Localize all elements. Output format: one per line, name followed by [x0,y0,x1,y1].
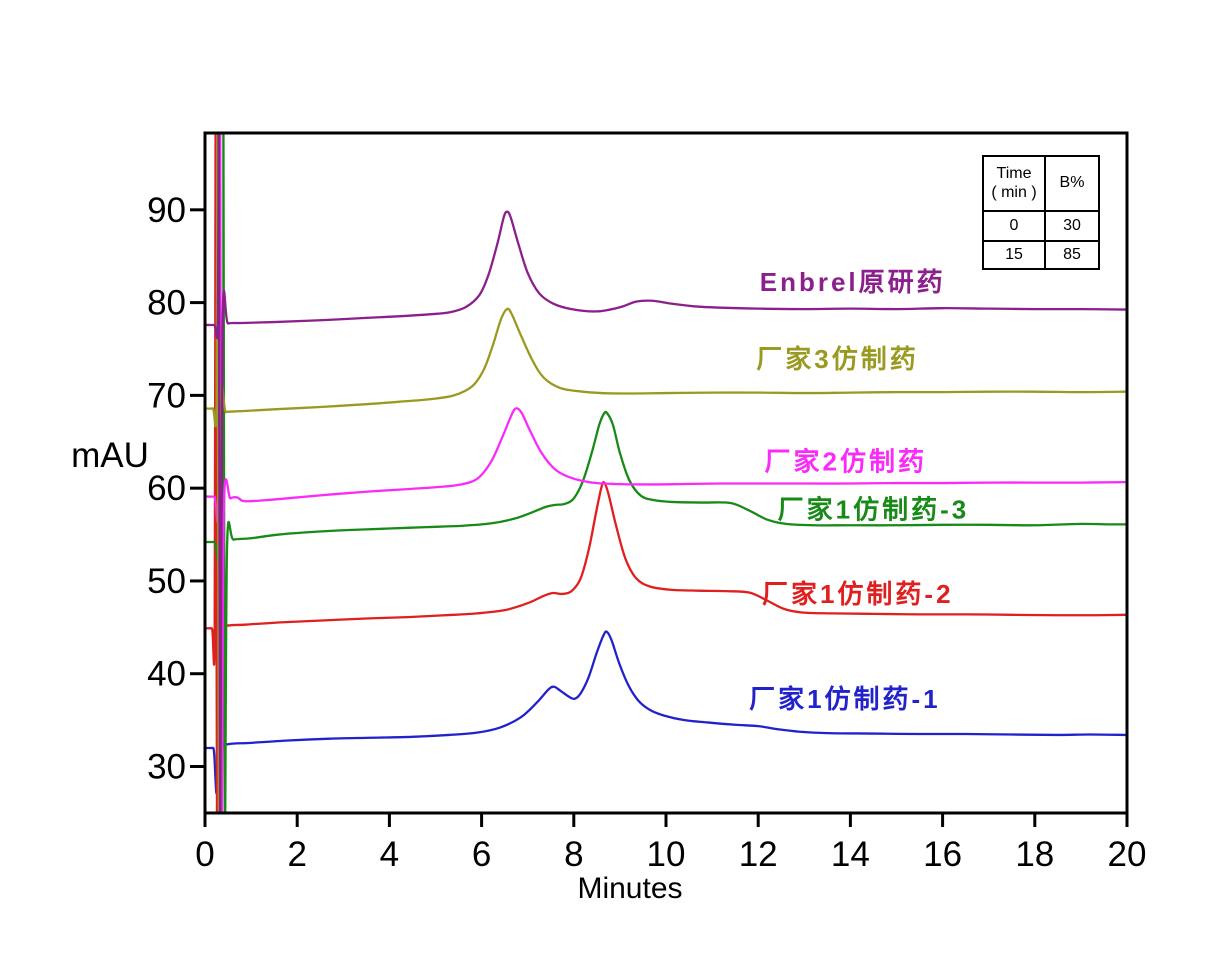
trace-label-mfr2-biosimilar: 厂家2仿制药 [765,446,927,476]
x-tick-label: 4 [380,835,399,874]
axis-tick-labels: 0 2 4 6 8 10 12 14 16 18 20 30 40 50 60 70 80 90 [147,191,1146,874]
x-tick-label: 20 [1108,835,1147,874]
y-tick-label: 40 [147,655,186,694]
trace-label-mfr1-biosimilar-1: 厂家1仿制药-1 [749,684,941,714]
trace-label-mfr1-biosimilar-3: 厂家1仿制药-3 [778,494,970,524]
gradient-table-header-time-line2: ( min ) [991,183,1037,201]
trace-mfr1-biosimilar-2 [206,134,1126,812]
trace-mfr3-biosimilar [206,134,1126,812]
y-tick-label: 60 [147,469,186,508]
trace-label-enbrel-originator: Enbrel原研药 [760,267,946,297]
trace-label-mfr3-biosimilar: 厂家3仿制药 [756,344,918,374]
x-tick-label: 6 [472,835,491,874]
x-tick-label: 16 [923,835,962,874]
y-tick-label: 70 [147,376,186,415]
x-tick-label: 8 [564,835,583,874]
gradient-table-cell-time-0: 0 [984,212,1046,242]
x-tick-label: 14 [831,835,870,874]
traces [206,134,1126,812]
trace-mfr1-biosimilar-1 [206,134,1126,812]
y-tick-label: 80 [147,284,186,323]
x-axis-title: Minutes [577,872,682,905]
x-tick-label: 18 [1015,835,1054,874]
gradient-table-header-time-line1: Time [996,165,1032,183]
trace-enbrel-originator [206,134,1126,812]
gradient-table-header-b-label: B% [1059,174,1085,192]
trace-label-mfr1-biosimilar-2: 厂家1仿制药-2 [762,579,954,609]
gradient-table: Time ( min ) B% 0 30 15 85 [982,155,1100,270]
gradient-table-header-time: Time ( min ) [984,157,1046,212]
trace-labels: 厂家1仿制药-1 厂家1仿制药-2 厂家1仿制药-3 厂家2仿制药 厂家3仿制药 Enbr… [749,267,970,714]
axis-ticks [190,208,1129,827]
gradient-table-cell-time-15: 15 [984,242,1046,268]
x-tick-label: 0 [195,835,214,874]
gradient-table-cell-b-30: 30 [1046,212,1098,242]
trace-mfr1-biosimilar-3 [206,134,1126,812]
x-tick-label: 10 [647,835,686,874]
y-axis-title: mAU [71,436,149,475]
y-tick-label: 30 [147,748,186,787]
gradient-table-cell-b-85: 85 [1063,245,1081,263]
y-tick-label: 50 [147,562,186,601]
x-tick-label: 2 [287,835,306,874]
x-tick-label: 12 [739,835,778,874]
gradient-table-header-b-percent: B% [1046,157,1098,212]
y-tick-label: 90 [147,191,186,230]
